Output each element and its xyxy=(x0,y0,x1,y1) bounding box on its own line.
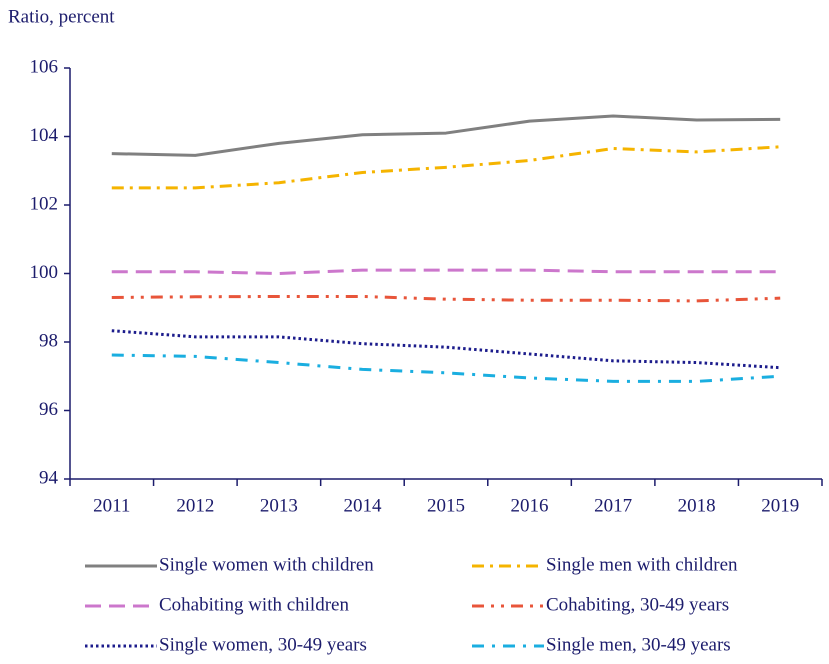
x-tick-label: 2019 xyxy=(761,495,799,516)
series-line xyxy=(111,145,781,190)
legend-label: Cohabiting with children xyxy=(159,594,349,615)
x-tick-label: 2018 xyxy=(678,495,716,516)
x-tick-label: 2017 xyxy=(594,495,632,516)
legend-label: Single women, 30-49 years xyxy=(159,634,367,655)
series-line xyxy=(111,294,781,303)
y-tick-label: 94 xyxy=(39,467,59,488)
series-line xyxy=(111,268,781,275)
x-tick-label: 2014 xyxy=(343,495,382,516)
y-axis-label: Ratio, percent xyxy=(8,6,115,27)
y-tick-label: 98 xyxy=(39,330,58,351)
legend-label: Cohabiting, 30-49 years xyxy=(546,594,729,615)
y-tick-label: 96 xyxy=(39,399,58,420)
legend-label: Single men with children xyxy=(546,554,738,575)
legend-label: Single men, 30-49 years xyxy=(546,634,731,655)
x-tick-label: 2013 xyxy=(260,495,298,516)
series-line xyxy=(111,329,781,370)
series-line xyxy=(111,114,781,157)
y-tick-label: 104 xyxy=(30,125,59,146)
series-line xyxy=(111,353,781,383)
y-tick-label: 106 xyxy=(30,56,59,77)
y-tick-label: 100 xyxy=(30,262,59,283)
y-tick-label: 102 xyxy=(30,193,59,214)
x-tick-label: 2012 xyxy=(176,495,214,516)
x-tick-label: 2016 xyxy=(511,495,549,516)
x-tick-label: 2011 xyxy=(93,495,130,516)
legend-label: Single women with children xyxy=(159,554,374,575)
x-tick-label: 2015 xyxy=(427,495,465,516)
